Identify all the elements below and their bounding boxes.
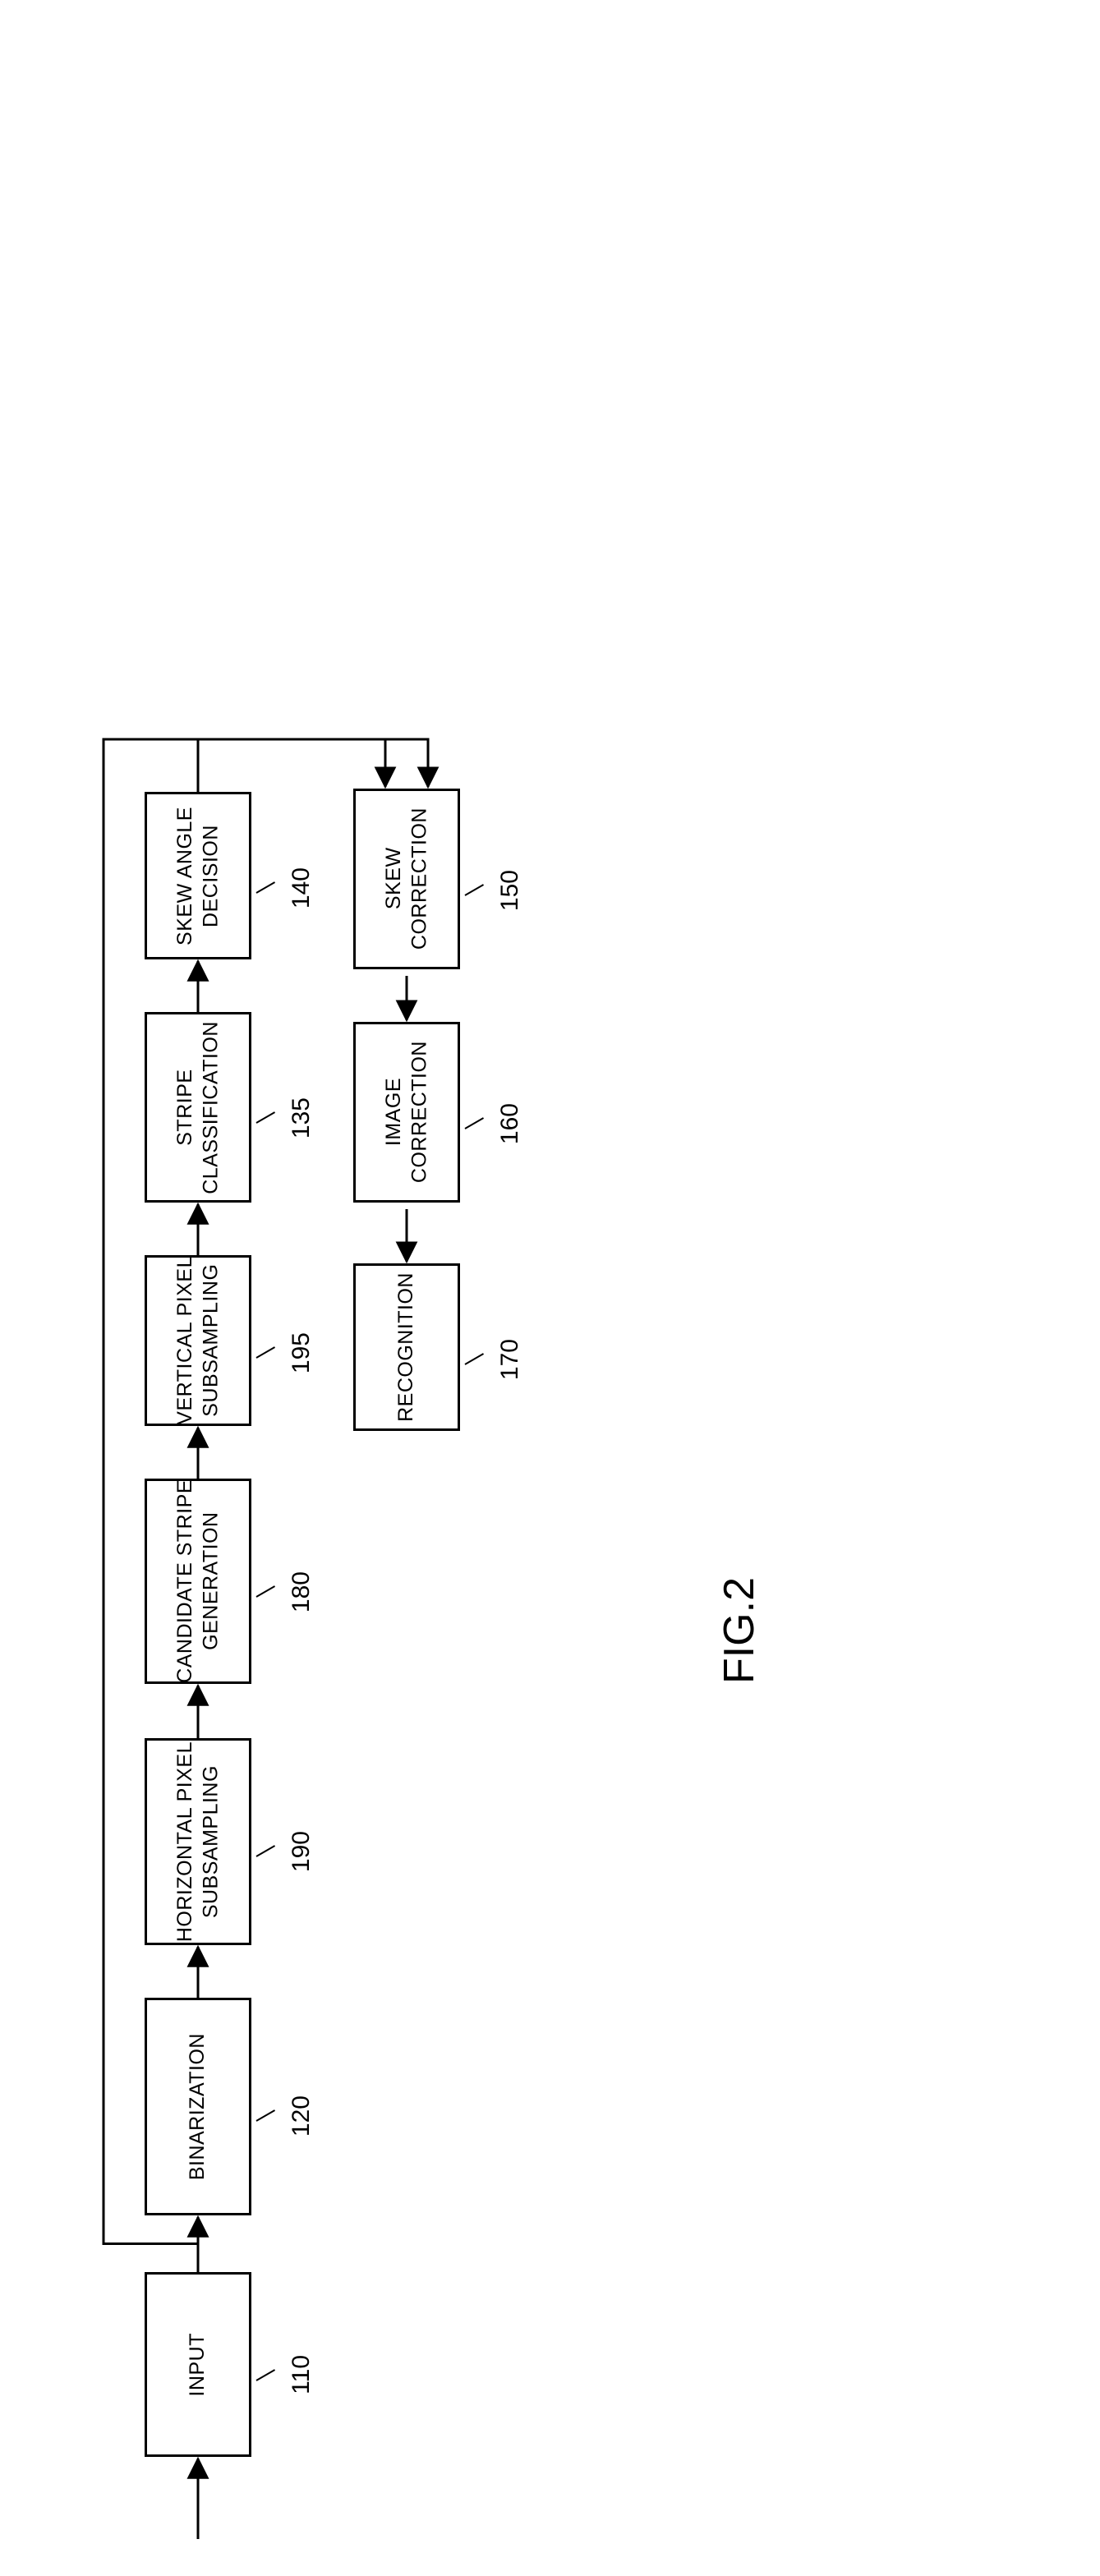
tick-160 <box>465 1117 485 1129</box>
tick-120 <box>256 2109 276 2122</box>
skew-correction-block: SKEW CORRECTION <box>353 789 460 969</box>
icorr-label: IMAGE CORRECTION <box>381 1041 433 1183</box>
input-label: INPUT <box>185 2333 210 2397</box>
tick-180 <box>256 1585 276 1598</box>
vertical-pixel-subsampling-block: VERTICAL PIXEL SUBSAMPLING <box>145 1255 251 1426</box>
binarization-label: BINARIZATION <box>185 2033 210 2180</box>
vps-label: VERTICAL PIXEL SUBSAMPLING <box>173 1256 224 1425</box>
ref-170: 170 <box>496 1339 524 1380</box>
ref-195: 195 <box>288 1332 315 1373</box>
candidate-stripe-generation-block: CANDIDATE STRIPE GENERATION <box>145 1479 251 1684</box>
scorr-label: SKEW CORRECTION <box>381 807 433 950</box>
ref-190: 190 <box>288 1831 315 1872</box>
tick-195 <box>256 1346 276 1359</box>
tick-150 <box>465 884 485 896</box>
input-block: INPUT <box>145 2272 251 2457</box>
sclass-label: STRIPE CLASSIFICATION <box>173 1021 224 1194</box>
skew-angle-decision-block: SKEW ANGLE DECISION <box>145 792 251 959</box>
ref-110: 110 <box>288 2355 315 2394</box>
ref-150: 150 <box>496 870 524 911</box>
tick-140 <box>256 881 276 894</box>
ref-180: 180 <box>288 1571 315 1612</box>
ref-120: 120 <box>288 2095 315 2137</box>
recog-label: RECOGNITION <box>394 1272 419 1422</box>
horizontal-pixel-subsampling-block: HORIZONTAL PIXEL SUBSAMPLING <box>145 1738 251 1945</box>
sad-label: SKEW ANGLE DECISION <box>173 807 224 945</box>
tick-110 <box>256 2369 276 2381</box>
ref-135: 135 <box>288 1097 315 1138</box>
ref-160: 160 <box>496 1103 524 1144</box>
csg-label: CANDIDATE STRIPE GENERATION <box>173 1479 224 1683</box>
figure-canvas: INPUT BINARIZATION HORIZONTAL PIXEL SUBS… <box>0 0 1100 2576</box>
figure-caption: FIG.2 <box>715 1577 764 1684</box>
ref-140: 140 <box>288 867 315 908</box>
stripe-classification-block: STRIPE CLASSIFICATION <box>145 1012 251 1203</box>
tick-135 <box>256 1112 276 1125</box>
binarization-block: BINARIZATION <box>145 1998 251 2215</box>
tick-190 <box>256 1846 276 1858</box>
image-correction-block: IMAGE CORRECTION <box>353 1022 460 1203</box>
recognition-block: RECOGNITION <box>353 1263 460 1431</box>
hps-label: HORIZONTAL PIXEL SUBSAMPLING <box>173 1741 224 1942</box>
tick-170 <box>465 1353 485 1365</box>
